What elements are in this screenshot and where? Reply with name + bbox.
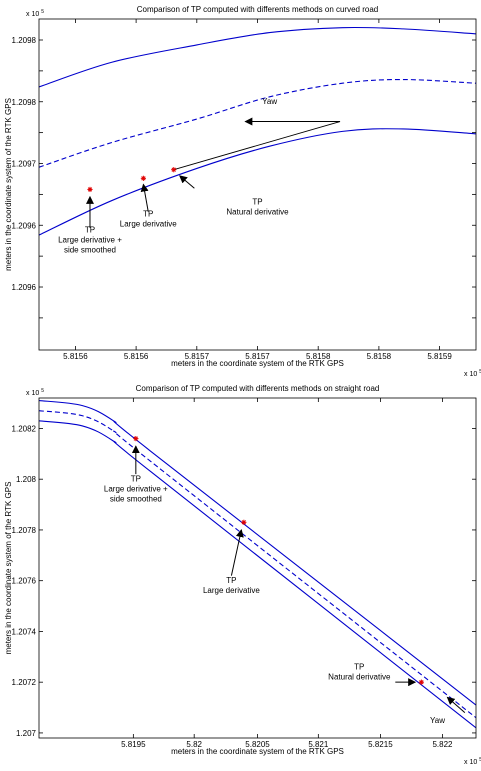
annotation-text: TP xyxy=(143,210,153,219)
tp-point-stroke xyxy=(419,680,424,685)
x-tick-label: 5.8157 xyxy=(245,352,270,361)
x-tick-label: 5.8156 xyxy=(124,352,149,361)
tp-point-stroke xyxy=(241,520,247,525)
x-exponent-power: 5 xyxy=(479,369,481,375)
x-exponent-power: 5 xyxy=(479,757,481,763)
x-exponent-label: x 10 5 xyxy=(464,757,481,766)
tp-point-stroke xyxy=(141,176,146,181)
annotation-text: TP xyxy=(85,226,95,235)
x-tick-label: 5.82 xyxy=(186,740,202,749)
y-exponent-label: x 10 5 xyxy=(26,9,44,18)
annotation-text: Large derivative xyxy=(203,586,260,595)
y-tick-label: 1.2076 xyxy=(12,577,37,586)
chart-title: Comparison of TP computed with different… xyxy=(136,384,380,393)
yaw-reference-line xyxy=(173,121,341,171)
y-tick-label: 1.2098 xyxy=(12,98,37,107)
plot-area xyxy=(39,26,476,236)
annotation-text: Large derivative xyxy=(120,220,177,229)
x-tick-label: 5.822 xyxy=(432,740,453,749)
annotation-text: TP xyxy=(252,197,262,206)
x-axis-label: meters in the coordinate system of the R… xyxy=(171,359,344,368)
x-tick-label: 5.8195 xyxy=(121,740,146,749)
y-exponent-power: 5 xyxy=(41,9,44,15)
x-tick-label: 5.8158 xyxy=(367,352,392,361)
annotation-text: side smoothed xyxy=(64,246,116,255)
annotation-text: Yaw xyxy=(262,97,277,106)
x-tick-label: 5.8205 xyxy=(245,740,270,749)
x-tick-label: 5.8215 xyxy=(368,740,393,749)
x-axis-label: meters in the coordinate system of the R… xyxy=(171,747,344,756)
plot-area xyxy=(39,399,476,729)
y-tick-label: 1.2078 xyxy=(12,526,37,535)
annotation-arrow xyxy=(179,175,195,189)
annotation-text: Large derivative + xyxy=(58,236,122,245)
series-line-2 xyxy=(39,420,476,729)
tp-point-marker xyxy=(241,519,247,525)
x-exponent-label: x 10 5 xyxy=(464,369,481,378)
tp-point-stroke xyxy=(87,187,93,192)
annotation-arrow xyxy=(140,183,149,212)
straight-road-chart: Comparison of TP computed with different… xyxy=(4,384,481,766)
series-line-0 xyxy=(39,399,476,706)
plot-frame xyxy=(38,397,477,739)
tp-point-marker xyxy=(140,175,146,181)
tp-point-stroke xyxy=(133,436,139,441)
y-tick-label: 1.2072 xyxy=(12,678,37,687)
series-line-2 xyxy=(39,128,476,236)
annotation-text: Large derivative + xyxy=(104,485,168,494)
y-axis-label: meters in the coordinate system of the R… xyxy=(4,98,13,271)
y-tick-label: 1.2097 xyxy=(12,160,37,169)
tp-point-marker xyxy=(418,679,424,685)
y-axis-label: meters in the coordinate system of the R… xyxy=(4,482,13,655)
annotation-text: Natural derivative xyxy=(328,672,391,681)
annotation-text: TP xyxy=(131,475,141,484)
plot-frame xyxy=(38,18,477,351)
tp-point-marker xyxy=(87,186,93,193)
tp-point-stroke xyxy=(171,167,176,172)
x-tick-label: 5.821 xyxy=(308,740,329,749)
annotation-text: Natural derivative xyxy=(226,207,289,216)
chart-title: Comparison of TP computed with different… xyxy=(137,5,378,14)
series-line-0 xyxy=(39,26,476,88)
y-tick-label: 1.207 xyxy=(16,729,37,738)
series-line-1 xyxy=(39,78,476,168)
annotation-text: TP xyxy=(354,662,364,671)
annotation-text: side smoothed xyxy=(110,495,162,504)
x-tick-label: 5.8158 xyxy=(306,352,331,361)
y-tick-label: 1.2096 xyxy=(12,283,37,292)
series-line-1 xyxy=(39,410,476,719)
annotation-arrow xyxy=(230,528,244,576)
annotation-arrow xyxy=(446,696,466,714)
y-tick-label: 1.2074 xyxy=(12,627,37,636)
tp-point-marker xyxy=(171,167,177,173)
annotation-text: TP xyxy=(226,576,236,585)
tp-point-marker xyxy=(133,435,139,442)
y-tick-label: 1.2098 xyxy=(12,36,37,45)
y-tick-label: 1.208 xyxy=(16,475,37,484)
x-tick-label: 5.8156 xyxy=(63,352,88,361)
curved-road-chart: Comparison of TP computed with different… xyxy=(4,5,481,378)
y-tick-label: 1.2082 xyxy=(12,424,37,433)
y-exponent-power: 5 xyxy=(41,388,44,394)
x-tick-label: 5.8159 xyxy=(427,352,452,361)
y-exponent-label: x 10 5 xyxy=(26,388,44,397)
y-tick-label: 1.2096 xyxy=(12,221,37,230)
x-tick-label: 5.8157 xyxy=(185,352,210,361)
annotation-text: Yaw xyxy=(430,716,445,725)
